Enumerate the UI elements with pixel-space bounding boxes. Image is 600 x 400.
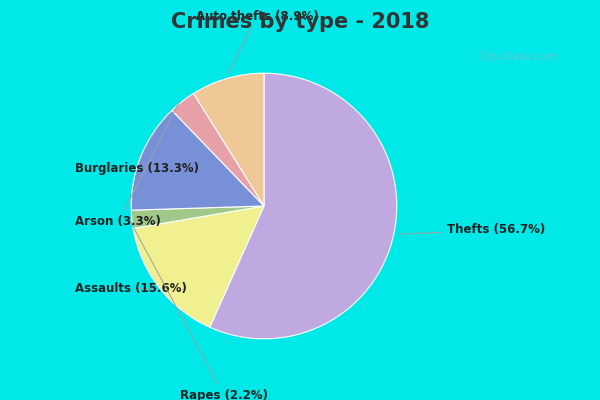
Text: Thefts (56.7%): Thefts (56.7%) [399, 224, 545, 236]
Wedge shape [131, 206, 264, 228]
Wedge shape [194, 73, 264, 206]
Wedge shape [131, 110, 264, 210]
Text: Burglaries (13.3%): Burglaries (13.3%) [76, 155, 199, 175]
Text: Arson (3.3%): Arson (3.3%) [76, 102, 179, 228]
Text: City-Data.com: City-Data.com [479, 52, 558, 62]
Text: Assaults (15.6%): Assaults (15.6%) [76, 282, 187, 295]
Text: Crimes by type - 2018: Crimes by type - 2018 [171, 12, 429, 32]
Text: Rapes (2.2%): Rapes (2.2%) [131, 222, 268, 400]
Text: Auto thefts (8.9%): Auto thefts (8.9%) [196, 10, 319, 73]
Wedge shape [210, 73, 397, 339]
Wedge shape [172, 94, 264, 206]
Wedge shape [133, 206, 264, 327]
